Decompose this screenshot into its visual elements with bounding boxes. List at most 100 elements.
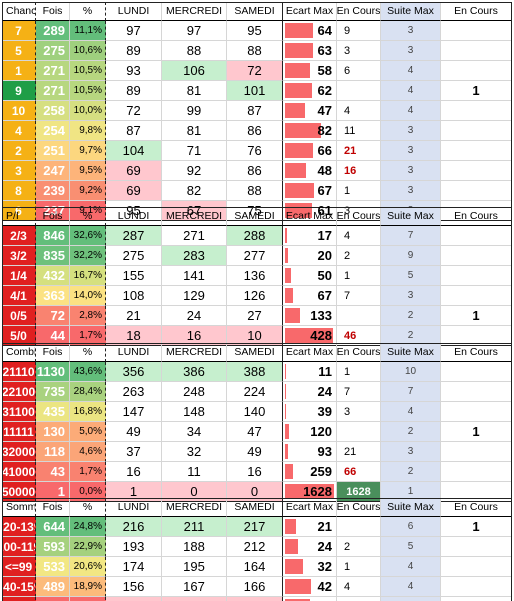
suite-max-value: 5 xyxy=(381,537,441,557)
row-label: 140-159 xyxy=(2,577,36,597)
ecart-bar xyxy=(285,203,312,218)
fois-value: 118 xyxy=(36,442,70,462)
en-cours-2-value xyxy=(441,382,512,402)
table-row: >=16033312,8%125103105 41 54 xyxy=(2,597,512,601)
mercredi-header: MERCREDI xyxy=(162,343,227,362)
pct-value: 22,9% xyxy=(70,537,106,557)
ecart-max-text: 17 xyxy=(317,228,332,243)
samedi-value: 86 xyxy=(227,161,283,181)
en-cours-value: 5 xyxy=(337,597,381,601)
ecart-max-text: 20 xyxy=(317,248,332,263)
ecart-bar xyxy=(285,599,310,601)
samedi-value: 95 xyxy=(227,21,283,41)
ecart-max-value: 32 xyxy=(283,557,337,577)
mercredi-value: 82 xyxy=(162,181,227,201)
pct-value: 9,2% xyxy=(70,181,106,201)
ecart-max-value: 64 xyxy=(283,21,337,41)
ecart-max-value: 41 xyxy=(283,597,337,601)
lundi-value: 104 xyxy=(106,141,162,161)
en-cours-2-value xyxy=(441,61,512,81)
ecart-max-value: 48 xyxy=(283,161,337,181)
ecart-max-text: 67 xyxy=(317,288,332,303)
fois-header: Fois xyxy=(36,498,70,517)
ecart-bar xyxy=(285,288,293,303)
fois-value: 644 xyxy=(36,517,70,537)
ecart-max-text: 41 xyxy=(318,599,332,601)
suite-max-header: Suite Max xyxy=(381,498,441,517)
fois-value: 258 xyxy=(36,101,70,121)
en-cours-value: 1628 xyxy=(337,482,381,502)
ecart-max-text: 1628 xyxy=(303,484,332,499)
ecart-bar xyxy=(285,519,296,534)
ecart-bar xyxy=(285,424,289,439)
mercredi-value: 195 xyxy=(162,557,227,577)
lundi-value: 21 xyxy=(106,306,162,326)
ecart-max-value: 24 xyxy=(283,537,337,557)
table-row: 31100 435 16,8% 147 148 140 39 3 4 xyxy=(2,402,512,422)
fois-header: Fois xyxy=(36,2,70,21)
ecart-bar xyxy=(285,484,334,499)
mercredi-value: 188 xyxy=(162,537,227,557)
lundi-value: 93 xyxy=(106,61,162,81)
suite-max-value: 4 xyxy=(381,577,441,597)
suite-max-value: 2 xyxy=(381,462,441,482)
samedi-value: 87 xyxy=(227,101,283,121)
ecart-max-value: 39 xyxy=(283,402,337,422)
en-cours-2-header: En Cours xyxy=(441,498,512,517)
lundi-value: 155 xyxy=(106,266,162,286)
mercredi-value: 167 xyxy=(162,577,227,597)
table-row: 41000 43 1,7% 16 11 16 259 66 2 xyxy=(2,462,512,482)
ecart-bar xyxy=(285,228,287,243)
en-cours-2-value xyxy=(441,266,512,286)
pct-value: 20,6% xyxy=(70,557,106,577)
pct-value: 16,7% xyxy=(70,266,106,286)
en-cours-value: 2 xyxy=(337,537,381,557)
lundi-value: 356 xyxy=(106,362,162,382)
lundi-value: 87 xyxy=(106,121,162,141)
lundi-value: 69 xyxy=(106,161,162,181)
ecart-bar xyxy=(285,83,312,98)
ecart-bar xyxy=(285,579,311,594)
en-cours-header: En Cours xyxy=(337,207,381,226)
samedi-value: 27 xyxy=(227,306,283,326)
ecart-bar xyxy=(285,23,313,38)
suite-max-value: 4 xyxy=(381,557,441,577)
suite-max-value: 3 xyxy=(381,141,441,161)
suite-max-value: 2 xyxy=(381,306,441,326)
en-cours-2-value xyxy=(441,226,512,246)
table-row: 22100 735 28,4% 263 248 224 24 7 7 xyxy=(2,382,512,402)
table-header-row: Combi Fois% LUNDI MERCREDI SAMEDI Ecart Max En… xyxy=(2,343,512,362)
table-header-row: P/I Fois% LUNDI MERCREDI SAMEDI Ecart Max En C… xyxy=(2,207,512,226)
mercredi-value: 103 xyxy=(162,597,227,601)
samedi-value: 140 xyxy=(227,402,283,422)
en-cours-value: 3 xyxy=(337,41,381,61)
en-cours-value: 1 xyxy=(337,557,381,577)
row-label: 32000 xyxy=(2,442,36,462)
fois-value: 1130 xyxy=(36,362,70,382)
samedi-value: 88 xyxy=(227,41,283,61)
row-label: 4 xyxy=(2,121,36,141)
ecart-max-header: Ecart Max xyxy=(283,2,337,21)
pct-value: 2,8% xyxy=(70,306,106,326)
lundi-value: 174 xyxy=(106,557,162,577)
table-row: 8 239 9,2% 69 82 88 67 1 3 xyxy=(2,181,512,201)
mercredi-value: 271 xyxy=(162,226,227,246)
ecart-max-text: 67 xyxy=(317,183,332,198)
en-cours-2-value xyxy=(441,121,512,141)
ecart-max-text: 50 xyxy=(317,268,332,283)
pct-value: 9,8% xyxy=(70,121,106,141)
row-label: 2/3 xyxy=(2,226,36,246)
en-cours-value: 4 xyxy=(337,101,381,121)
lundi-value: 108 xyxy=(106,286,162,306)
en-cours-value: 21 xyxy=(337,141,381,161)
en-cours-header: En Cours xyxy=(337,2,381,21)
lundi-value: 147 xyxy=(106,402,162,422)
row-label: <=99 xyxy=(2,557,36,577)
ecart-bar xyxy=(285,163,306,178)
pct-value: 16,8% xyxy=(70,402,106,422)
row-label: >=160 xyxy=(2,597,36,601)
row-label: 4/1 xyxy=(2,286,36,306)
suite-max-value: 4 xyxy=(381,597,441,601)
